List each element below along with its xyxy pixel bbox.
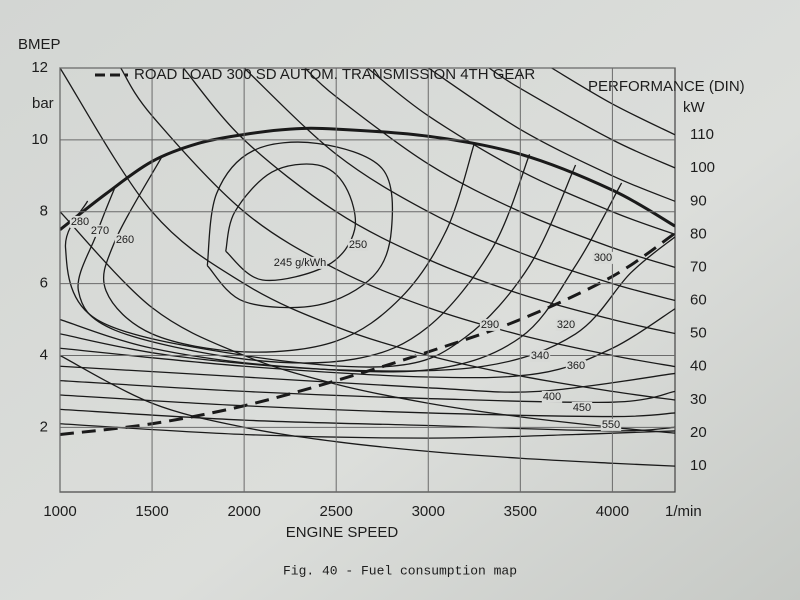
power-label: 90 [690, 192, 707, 209]
y-tick-label: 10 [31, 131, 48, 148]
power-label: 80 [690, 225, 707, 242]
y-axis-label: BMEP [18, 36, 61, 53]
curve [120, 68, 675, 368]
contour-label-bg [571, 401, 593, 414]
contour-label-bg [347, 238, 369, 251]
contour-label-bg [529, 349, 551, 362]
curve [60, 423, 675, 439]
contour-label: 260 [116, 234, 134, 246]
contour-label-bg [555, 318, 577, 331]
contour-label-bg [272, 256, 328, 269]
contour-label: 280 [71, 216, 89, 228]
full-load-line [60, 126, 675, 231]
contour-label: 320 [557, 319, 575, 331]
contour-label-bg [541, 390, 563, 403]
curve [488, 68, 675, 169]
y-tick-label: 2 [40, 418, 48, 435]
power-label: 20 [690, 424, 707, 441]
contour-label: 245 g/kWh [274, 257, 327, 269]
x-tick-label: 3500 [504, 503, 537, 520]
y-tick-label: 12 [31, 59, 48, 76]
contour-label: 340 [531, 350, 549, 362]
curve [60, 379, 675, 404]
power-label: 60 [690, 291, 707, 308]
caption: Fig. 40 - Fuel consumption map [283, 563, 517, 578]
contour-label: 270 [91, 225, 109, 237]
curve [77, 153, 531, 364]
power-label: 110 [690, 126, 714, 143]
contour-label: 450 [573, 402, 591, 414]
x-tick-label: 2500 [320, 503, 353, 520]
power-label: 50 [690, 325, 707, 342]
x-tick-label: 1000 [43, 503, 76, 520]
x-tick-label: 3000 [412, 503, 445, 520]
contour-label-bg [69, 215, 91, 228]
contour-label-bg [565, 359, 587, 372]
contour-label: 400 [543, 391, 561, 403]
contour-label-bg [479, 318, 501, 331]
x-tick-label: 2000 [227, 503, 260, 520]
curve [206, 141, 394, 309]
power-label: 30 [690, 391, 707, 408]
x-tick-label: 4000 [596, 503, 629, 520]
power-label: 70 [690, 258, 707, 275]
y-tick-label: 6 [40, 275, 48, 292]
contour-label: 360 [567, 360, 585, 372]
curve [60, 365, 675, 393]
x-axis-label: ENGINE SPEED [286, 524, 399, 541]
curve [427, 68, 675, 202]
curve [64, 164, 577, 368]
contour-label: 300 [594, 252, 612, 264]
contour-label-bg [600, 418, 622, 431]
contour-label: 290 [481, 319, 499, 331]
y2-axis-unit: kW [683, 99, 706, 116]
contour-label: 550 [602, 419, 620, 431]
y2-axis-label: PERFORMANCE (DIN) [588, 78, 745, 95]
power-label: 40 [690, 358, 707, 375]
legend-label: ROAD LOAD 300 SD AUTOM. TRANSMISSION 4TH… [134, 66, 535, 83]
contour-label-bg [592, 251, 614, 264]
y-axis-unit: bar [32, 95, 54, 112]
x-axis-unit: 1/min [665, 503, 702, 520]
power-label: 100 [690, 159, 715, 176]
contour-label-bg [89, 224, 111, 237]
x-tick-label: 1500 [135, 503, 168, 520]
power-label: 10 [690, 457, 707, 474]
y-tick-label: 4 [40, 346, 48, 363]
contour-label-bg [114, 233, 136, 246]
y-tick-label: 8 [40, 203, 48, 220]
contour-label: 250 [349, 239, 367, 251]
